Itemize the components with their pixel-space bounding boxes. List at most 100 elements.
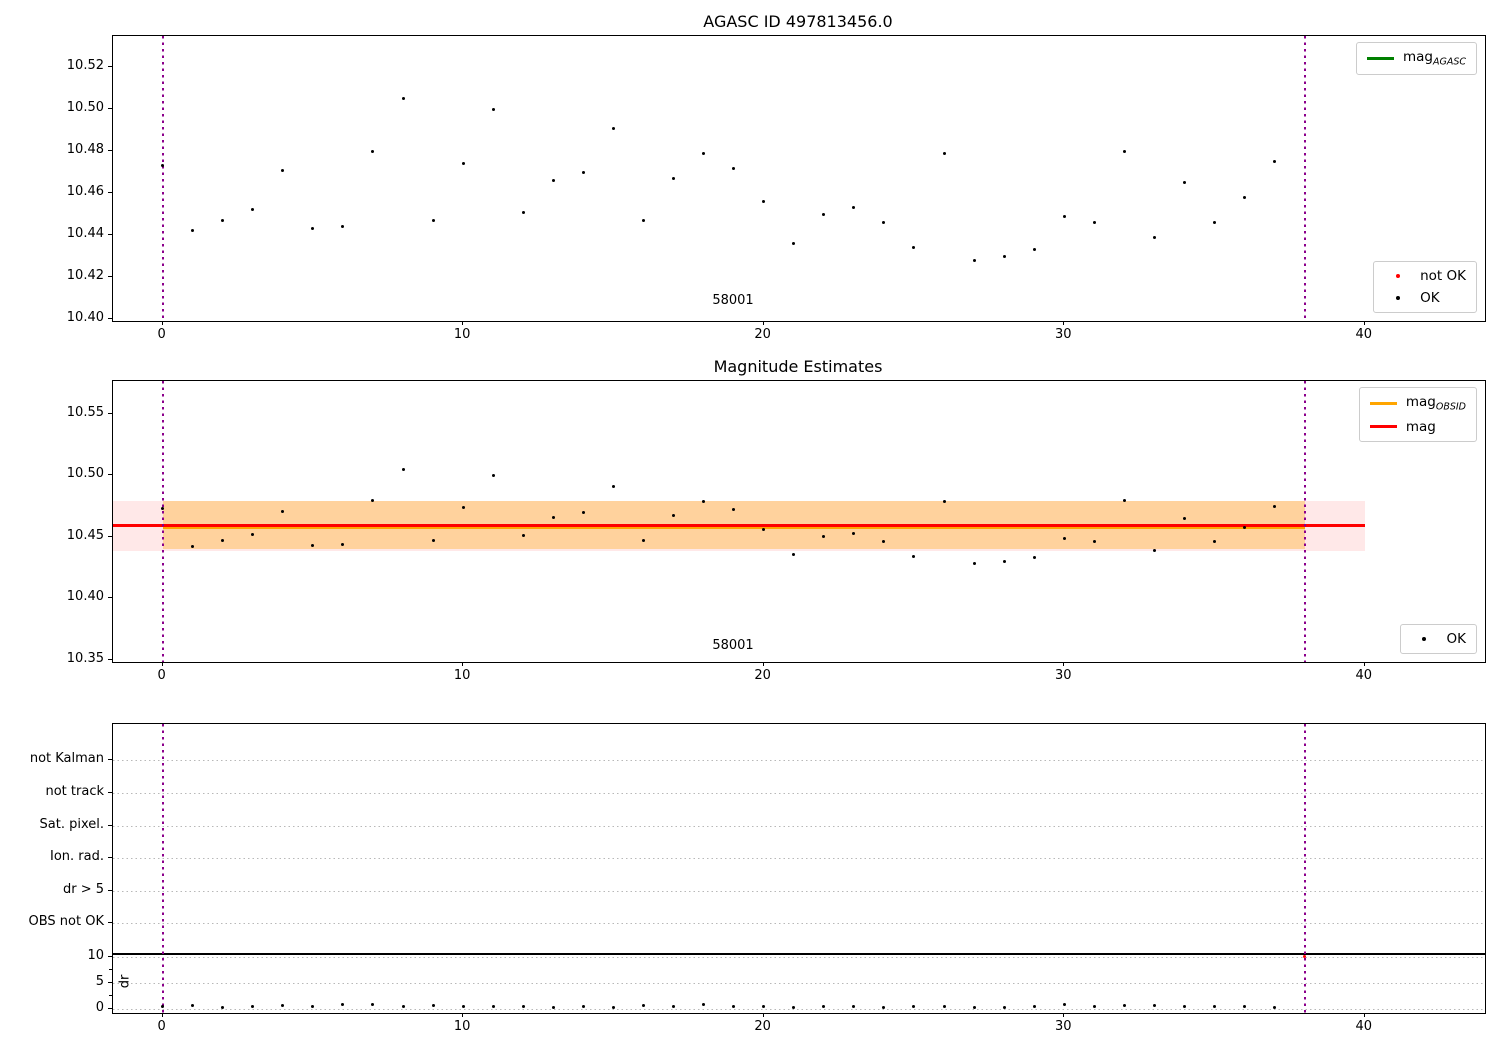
legend-item: OK xyxy=(1384,290,1466,306)
ok-point xyxy=(822,1004,826,1008)
ok-point xyxy=(461,162,465,166)
x-tick-label: 30 xyxy=(1054,1019,1072,1034)
legend: not OK OK xyxy=(1373,261,1477,313)
ok-point xyxy=(521,210,525,214)
ok-point xyxy=(822,212,826,216)
ok-point xyxy=(762,527,766,531)
y-tick-label: 10.35 xyxy=(66,650,104,666)
x-tick xyxy=(1063,662,1065,666)
ok-point xyxy=(311,227,315,231)
ok-point xyxy=(371,498,375,502)
ok-point xyxy=(161,507,165,511)
ok-point xyxy=(221,539,225,543)
plot-title-agasc-id: AGASC ID 497813456.0 xyxy=(703,12,893,31)
ok-point xyxy=(1122,498,1126,502)
ok-point xyxy=(702,1003,706,1007)
flag-tick-label: dr > 5 xyxy=(62,882,104,897)
ok-point xyxy=(852,531,856,535)
ok-point xyxy=(551,179,555,183)
ok-point xyxy=(491,473,495,477)
x-tick xyxy=(762,321,764,325)
obsid-boundary-line xyxy=(161,36,164,321)
ok-point xyxy=(1182,516,1186,520)
ok-point xyxy=(1032,248,1036,252)
obsid-boundary-line xyxy=(161,724,164,1013)
x-tick xyxy=(762,1013,764,1017)
ok-point xyxy=(491,1005,495,1009)
ok-point xyxy=(1062,214,1066,218)
y-tick xyxy=(108,597,112,599)
ok-point xyxy=(1273,1005,1277,1009)
line-swatch xyxy=(1366,56,1394,60)
ok-point xyxy=(1243,525,1247,529)
x-tick-label: 10 xyxy=(453,1019,471,1034)
flag-tick-label: OBS not OK xyxy=(28,914,105,929)
dot-swatch xyxy=(1395,296,1400,300)
legend-dot-swatch xyxy=(1384,274,1411,278)
ok-point xyxy=(611,485,615,489)
ok-point xyxy=(191,1003,195,1007)
x-tick xyxy=(1063,1013,1065,1017)
ok-point xyxy=(732,166,736,170)
ok-point xyxy=(1182,1005,1186,1009)
legend-label: OK xyxy=(1446,631,1466,647)
ok-point xyxy=(1152,235,1156,239)
x-tick-label: 30 xyxy=(1054,668,1072,683)
y-tick xyxy=(108,955,112,957)
ok-point xyxy=(1273,160,1277,164)
ok-point xyxy=(912,246,916,250)
legend-label-subscript: AGASC xyxy=(1432,56,1466,68)
ok-point xyxy=(581,510,585,514)
flags-dr-separator-line xyxy=(113,952,1485,955)
plot-title-magnitude-estimates: Magnitude Estimates xyxy=(713,357,883,376)
ok-point xyxy=(431,539,435,543)
x-tick xyxy=(1363,321,1365,325)
ok-point xyxy=(1213,221,1216,224)
line-swatch xyxy=(1369,425,1397,429)
flag-tick-label: Ion. rad. xyxy=(50,849,104,864)
y-tick-label: 10.48 xyxy=(66,142,104,158)
ok-point xyxy=(882,540,886,544)
x-tick-label: 20 xyxy=(754,1019,771,1034)
ok-point xyxy=(882,1005,886,1009)
ok-point xyxy=(1092,540,1096,544)
ok-point xyxy=(702,151,706,155)
dr-tick-label: 5 xyxy=(95,974,104,989)
ok-point xyxy=(281,1004,285,1008)
ok-point xyxy=(461,1005,465,1009)
ok-point xyxy=(251,1005,255,1009)
y-tick xyxy=(108,192,112,194)
ok-point xyxy=(641,539,645,543)
x-tick-label: 0 xyxy=(157,327,166,342)
ok-point xyxy=(1122,149,1126,153)
y-tick-label: 10.55 xyxy=(66,405,104,421)
ok-point xyxy=(942,499,946,503)
ok-point xyxy=(942,151,946,155)
y-tick xyxy=(108,150,112,152)
y-tick xyxy=(108,413,112,415)
obsid-boundary-line xyxy=(1303,381,1306,662)
dr-gridline xyxy=(113,1009,1485,1010)
legend-line-swatch xyxy=(1366,56,1394,60)
ok-point xyxy=(672,514,676,518)
ok-point xyxy=(611,1006,615,1010)
ok-point xyxy=(972,258,976,262)
ok-point xyxy=(912,1004,916,1008)
x-tick-label: 10 xyxy=(453,668,471,683)
legend-label-subscript: OBSID xyxy=(1435,401,1466,413)
ok-point xyxy=(641,1004,645,1008)
ok-point xyxy=(672,1004,676,1008)
ok-point xyxy=(401,1004,405,1008)
ok-point xyxy=(1152,548,1156,552)
y-tick xyxy=(108,857,112,858)
ok-point xyxy=(581,1004,585,1008)
legend-label: magOBSID xyxy=(1405,394,1466,413)
y-tick xyxy=(108,1008,112,1009)
x-tick xyxy=(161,1013,163,1017)
ok-point xyxy=(551,515,555,519)
ok-point xyxy=(1002,254,1006,258)
flag-gridline xyxy=(113,825,1485,827)
ok-point xyxy=(431,218,435,222)
y-tick-label: 10.52 xyxy=(66,58,104,74)
